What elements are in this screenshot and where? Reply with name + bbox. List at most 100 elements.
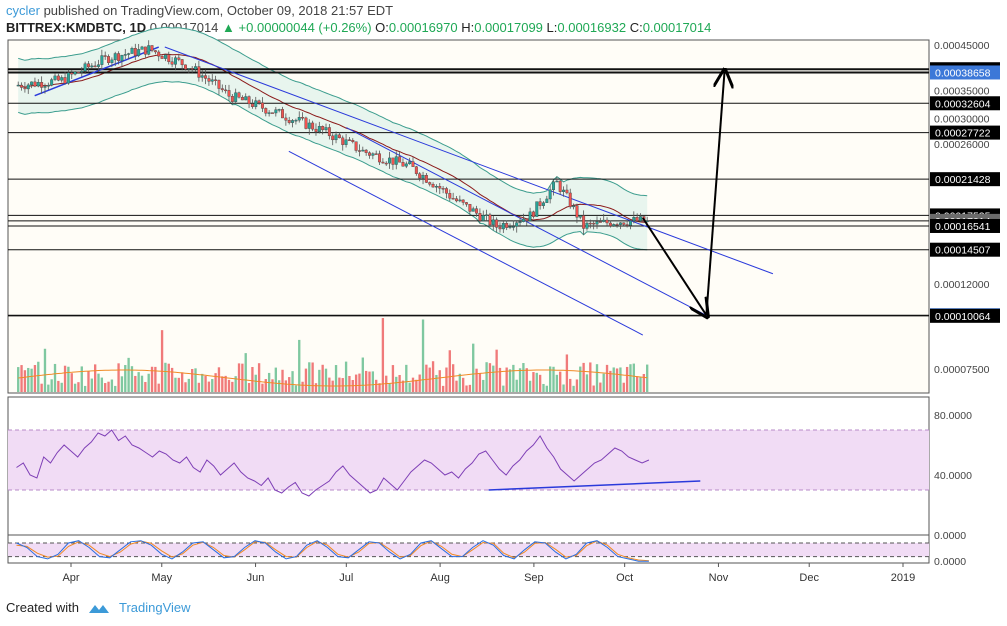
volume-bar bbox=[224, 375, 227, 392]
candle bbox=[291, 118, 295, 128]
price-axis-tick: 0.00030000 bbox=[934, 113, 990, 125]
volume-bar bbox=[599, 382, 602, 392]
candle-body bbox=[528, 211, 532, 222]
candle bbox=[214, 75, 218, 86]
candle bbox=[578, 215, 582, 220]
candle bbox=[327, 123, 331, 140]
volume-bar bbox=[160, 330, 164, 392]
candle-body bbox=[411, 161, 415, 167]
candle-body bbox=[374, 153, 378, 155]
volume-bar bbox=[388, 383, 391, 392]
volume-bar bbox=[512, 364, 515, 392]
tradingview-brand[interactable]: TradingView bbox=[118, 600, 191, 615]
candle-body bbox=[237, 92, 241, 98]
x-axis-label: Apr bbox=[62, 572, 79, 584]
candle-body bbox=[347, 139, 351, 141]
volume-bar bbox=[124, 365, 127, 392]
volume-bar bbox=[30, 368, 33, 392]
volume-bar bbox=[271, 379, 274, 392]
candle-body bbox=[264, 108, 268, 114]
candle bbox=[598, 217, 602, 223]
candle bbox=[180, 59, 184, 71]
candle-body bbox=[602, 219, 606, 222]
candle bbox=[73, 71, 77, 76]
candle bbox=[281, 106, 284, 119]
close-value: 0.00017014 bbox=[642, 20, 712, 35]
candle-body bbox=[542, 202, 545, 206]
volume-bar bbox=[472, 343, 475, 392]
candle-body bbox=[558, 180, 562, 192]
candle bbox=[250, 99, 254, 109]
volume-bar bbox=[221, 376, 224, 392]
volume-bar bbox=[559, 371, 562, 392]
candle bbox=[204, 69, 208, 85]
price-axis-tick: 0.00007500 bbox=[934, 364, 990, 376]
candle-body bbox=[632, 217, 636, 222]
candle bbox=[217, 79, 221, 95]
candle bbox=[441, 185, 445, 194]
candle bbox=[30, 81, 34, 89]
volume-bar bbox=[157, 383, 160, 392]
candle bbox=[451, 192, 455, 200]
candle-body bbox=[210, 79, 214, 82]
x-axis-label: 2019 bbox=[891, 572, 915, 584]
volume-bar bbox=[635, 376, 639, 392]
candle bbox=[267, 110, 271, 117]
candle-body bbox=[401, 162, 405, 167]
candle-body bbox=[324, 127, 328, 131]
candle-body bbox=[488, 214, 492, 226]
volume-bar bbox=[37, 361, 40, 392]
candle bbox=[224, 84, 228, 94]
candle-body bbox=[351, 140, 355, 142]
volume-bar bbox=[147, 373, 150, 392]
volume-bar bbox=[247, 383, 251, 392]
author-name[interactable]: cycler bbox=[6, 3, 40, 18]
candle bbox=[444, 186, 448, 199]
volume-bar bbox=[579, 366, 582, 392]
candle-body bbox=[254, 100, 258, 107]
candle-body bbox=[50, 79, 54, 86]
price-pane bbox=[7, 39, 930, 394]
volume-bar bbox=[535, 372, 538, 392]
volume-bar bbox=[207, 381, 211, 392]
candle-body bbox=[147, 45, 151, 55]
x-axis-label: Jun bbox=[247, 572, 265, 584]
candle-body bbox=[56, 75, 60, 81]
candle-body bbox=[538, 201, 542, 206]
candle-body bbox=[53, 75, 57, 80]
candle-body bbox=[588, 222, 592, 225]
volume-bar bbox=[114, 385, 117, 392]
candle-body bbox=[635, 217, 639, 222]
up-triangle-icon: ▲ bbox=[222, 20, 235, 35]
candle-body bbox=[475, 208, 479, 214]
candle-body bbox=[525, 218, 529, 222]
volume-bar bbox=[237, 363, 241, 392]
candle bbox=[374, 150, 378, 155]
volume-bar bbox=[338, 377, 341, 392]
candle bbox=[465, 202, 468, 207]
candle-body bbox=[260, 102, 264, 109]
volume-bar bbox=[405, 364, 408, 392]
candle bbox=[639, 213, 642, 223]
candle bbox=[421, 171, 425, 185]
rsi-axis-tick: 40.0000 bbox=[934, 470, 972, 482]
candle bbox=[347, 136, 351, 141]
candle-body bbox=[100, 55, 104, 65]
candle bbox=[588, 219, 592, 229]
candle-body bbox=[224, 89, 228, 92]
price-axis-tick: 0.00026000 bbox=[934, 139, 990, 151]
candle bbox=[515, 221, 519, 233]
candle-body bbox=[257, 100, 261, 103]
candle bbox=[438, 183, 442, 194]
candle-body bbox=[357, 150, 361, 152]
volume-bar bbox=[642, 373, 646, 392]
candle-body bbox=[428, 182, 432, 185]
volume-bar bbox=[532, 372, 535, 392]
volume-bar bbox=[458, 373, 462, 392]
candle-body bbox=[421, 175, 425, 179]
candle-body bbox=[535, 201, 539, 217]
candle bbox=[297, 111, 301, 123]
candle bbox=[23, 81, 27, 93]
candle bbox=[475, 205, 479, 217]
